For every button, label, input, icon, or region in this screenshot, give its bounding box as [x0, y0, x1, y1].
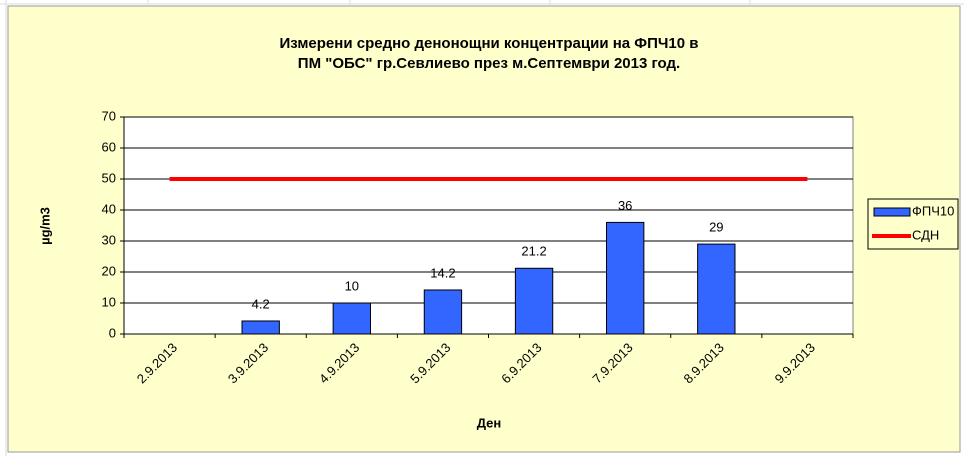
y-tick-label: 40 — [102, 201, 116, 216]
x-axis-title: Ден — [477, 415, 502, 430]
data-label: 14.2 — [430, 265, 455, 280]
data-label: 21.2 — [521, 244, 546, 259]
bar — [606, 221, 645, 335]
legend-label: ФПЧ10 — [912, 203, 954, 218]
y-tick-label: 70 — [102, 108, 116, 123]
y-tick-label: 50 — [102, 170, 116, 185]
bar — [697, 243, 736, 335]
chart-title: Измерени средно денонощни концентрации н… — [279, 35, 698, 52]
y-tick-label: 20 — [102, 263, 116, 278]
legend-label: СДН — [912, 227, 939, 242]
data-label: 10 — [345, 278, 359, 293]
chart-title: ПМ "ОБС" гр.Севлиево през м.Септември 20… — [298, 55, 680, 72]
y-tick-label: 0 — [109, 325, 116, 340]
y-tick-label: 30 — [102, 232, 116, 247]
bar — [514, 267, 554, 335]
bar — [423, 289, 463, 335]
legend — [867, 198, 959, 250]
data-label: 36 — [618, 198, 632, 213]
y-tick-label: 60 — [102, 139, 116, 154]
bar — [332, 302, 371, 335]
y-tick-label: 10 — [102, 294, 116, 309]
legend-swatch — [873, 207, 911, 217]
data-label: 4.2 — [252, 296, 270, 311]
bar — [241, 320, 280, 335]
data-label: 29 — [709, 220, 723, 235]
y-axis-title: µg/m3 — [37, 207, 52, 245]
plot-area — [123, 116, 854, 335]
